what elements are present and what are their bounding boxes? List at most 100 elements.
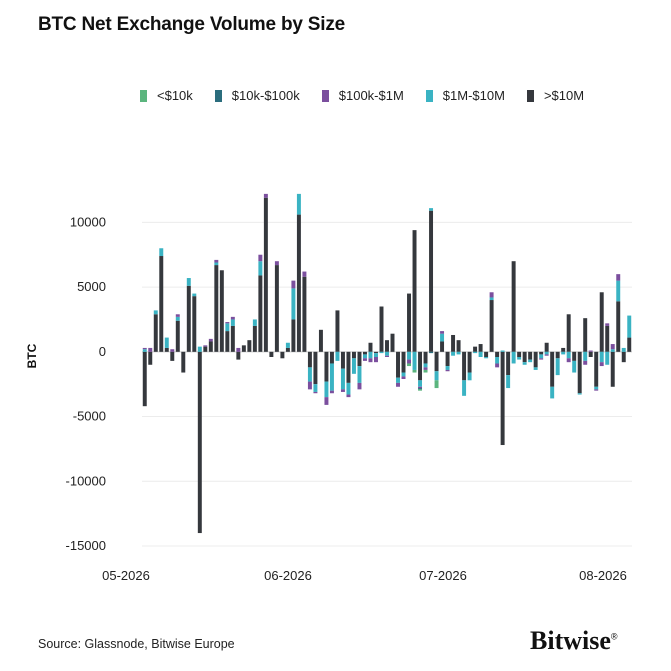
bar-segment <box>605 325 610 352</box>
bar-segment <box>148 351 153 365</box>
bar-segment <box>462 380 467 396</box>
x-tick-label: 05-2026 <box>102 568 150 583</box>
bar-segment <box>495 351 500 357</box>
bar-segment <box>296 214 301 352</box>
bar-segment <box>401 351 406 373</box>
bar-segment <box>335 351 340 361</box>
bar-segment <box>225 323 230 332</box>
bar-segment <box>583 360 588 365</box>
bar-segment <box>181 351 186 373</box>
bar-segment <box>418 380 423 387</box>
bar-segment <box>429 208 434 211</box>
bar-segment <box>285 347 290 352</box>
legend-swatch <box>526 89 534 102</box>
bar-segment <box>374 351 378 354</box>
legend-label: $100k-$1M <box>338 88 404 103</box>
chart-legend: <$10k $10k-$100k $100k-$1M $1M-$10M >$10… <box>140 88 606 103</box>
bar-segment <box>440 341 445 352</box>
bar-segment <box>346 382 351 395</box>
bar-segment <box>329 390 334 394</box>
bar-segment <box>588 350 593 352</box>
bar-segment <box>412 230 417 352</box>
bar-segment <box>362 358 367 361</box>
bar-segment <box>627 337 632 352</box>
bar-segment <box>374 356 378 363</box>
bar-segment <box>263 193 268 198</box>
bar-segment <box>605 351 610 365</box>
bar-segment <box>517 351 522 357</box>
bar-segment <box>197 346 202 352</box>
bar-segment <box>258 275 263 352</box>
bar-segment <box>418 386 423 389</box>
bar-segment <box>258 261 263 276</box>
bar-segment <box>616 280 621 302</box>
bar-segment <box>296 193 301 215</box>
bar-segment <box>379 306 384 352</box>
bar-segment <box>473 351 478 354</box>
bar-segment <box>390 333 395 352</box>
bar-segment <box>346 394 351 398</box>
bar-segment <box>230 319 235 326</box>
bar-segment <box>517 356 522 360</box>
bar-segment <box>236 351 241 360</box>
bar-segment <box>186 285 191 352</box>
bar-segment <box>302 271 307 277</box>
brand-name: Bitwise <box>530 626 611 655</box>
bar-segment <box>478 344 483 352</box>
bar-segment <box>203 346 208 352</box>
bar-segment <box>506 375 511 389</box>
bar-segment <box>412 351 417 370</box>
bar-segment <box>511 261 516 352</box>
bar-segment <box>610 344 615 350</box>
bar-segment <box>544 342 549 352</box>
bar-segment <box>313 351 318 385</box>
bar-segment <box>445 366 450 370</box>
bar-segment <box>434 380 439 389</box>
legend-label: $1M-$10M <box>442 88 505 103</box>
bar-segment <box>407 363 412 367</box>
bar-segment <box>440 333 445 342</box>
bar-segment <box>219 270 224 352</box>
source-note: Source: Glassnode, Bitwise Europe <box>38 637 235 651</box>
bar-segment <box>214 265 219 352</box>
legend-item-lt-10k: <$10k <box>140 88 193 103</box>
bar-segment <box>495 363 500 368</box>
bar-segment <box>225 322 230 324</box>
bar-segment <box>374 353 378 357</box>
bar-segment <box>500 350 505 352</box>
bar-segment <box>280 351 285 359</box>
legend-label: <$10k <box>157 88 193 103</box>
bar-segment <box>407 359 412 364</box>
bar-segment <box>566 358 571 363</box>
bar-segment <box>142 351 147 407</box>
bar-segment <box>423 351 428 364</box>
bar-segment <box>385 355 389 357</box>
bar-segment <box>533 351 538 368</box>
legend-swatch <box>140 89 147 102</box>
bar-segment <box>396 351 400 378</box>
bar-segment <box>412 369 417 373</box>
registered-mark: ® <box>610 631 618 642</box>
bar-segment <box>555 358 560 376</box>
bar-segment <box>313 391 318 394</box>
bar-segment <box>572 351 577 361</box>
bar-segment <box>423 367 428 370</box>
bar-segment <box>368 351 373 359</box>
bar-segment <box>616 301 621 352</box>
bar-segment <box>164 337 169 348</box>
bar-segment <box>550 386 555 399</box>
bar-segment <box>170 349 175 352</box>
bar-segment <box>203 345 208 347</box>
bar-segment <box>577 393 582 395</box>
bar-segment <box>522 362 527 365</box>
bar-segment <box>511 351 516 364</box>
x-tick-label: 08-2026 <box>579 568 627 583</box>
bar-segment <box>186 278 191 286</box>
bar-segment <box>489 292 494 298</box>
bar-segment <box>192 293 197 297</box>
bar-segment <box>258 254 263 262</box>
bitwise-logo: Bitwise® <box>530 626 618 656</box>
bar-segment <box>599 351 604 363</box>
bar-segment <box>489 300 494 352</box>
y-axis-label: BTC <box>25 343 39 369</box>
